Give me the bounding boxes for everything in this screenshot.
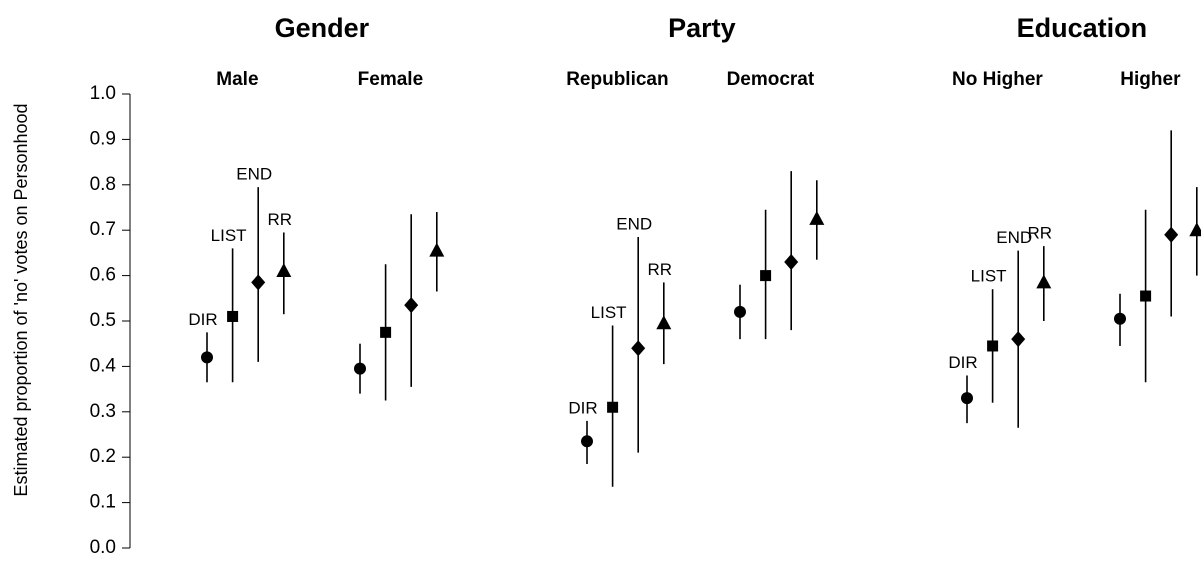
group-title: Education — [1017, 13, 1148, 43]
y-tick-label: 0.2 — [90, 446, 116, 467]
y-tick-label: 0.6 — [90, 265, 116, 286]
y-tick-label: 0.8 — [90, 174, 116, 195]
estimator-label: LIST — [211, 226, 247, 245]
point-square — [607, 401, 619, 413]
point-circle — [961, 392, 973, 405]
category-label: Democrat — [727, 69, 815, 90]
y-tick-label: 0.1 — [90, 492, 116, 513]
estimator-label: LIST — [971, 267, 1007, 286]
point-square — [1140, 290, 1152, 302]
point-square — [380, 326, 392, 338]
estimator-label: END — [236, 165, 272, 184]
point-square — [227, 310, 239, 322]
y-tick-label: 0.4 — [90, 355, 117, 376]
point-triangle — [656, 315, 672, 330]
estimator-label: DIR — [188, 310, 217, 329]
category-label: No Higher — [952, 69, 1043, 90]
estimator-label: RR — [648, 260, 673, 279]
point-triangle — [429, 242, 445, 257]
point-circle — [734, 305, 746, 318]
point-triangle — [809, 210, 825, 225]
estimator-label: LIST — [591, 303, 627, 322]
point-diamond — [1164, 226, 1179, 243]
group-title: Gender — [275, 13, 370, 43]
y-axis-title: Estimated proportion of 'no' votes on Pe… — [11, 103, 31, 496]
category-label: Republican — [566, 69, 668, 90]
point-diamond — [1011, 331, 1026, 348]
point-diamond — [251, 274, 266, 291]
y-tick-label: 0.5 — [90, 310, 116, 331]
point-square — [760, 270, 772, 282]
point-square — [987, 340, 999, 352]
y-tick-label: 0.3 — [90, 401, 116, 422]
point-triangle — [1036, 274, 1052, 289]
estimator-label: RR — [268, 210, 293, 229]
y-tick-label: 0.0 — [90, 537, 116, 558]
estimator-label: END — [996, 228, 1032, 247]
estimator-label: RR — [1028, 224, 1053, 243]
y-tick-label: 0.7 — [90, 219, 116, 240]
estimator-label: END — [616, 214, 652, 233]
point-circle — [201, 351, 213, 364]
estimator-label: DIR — [568, 398, 597, 417]
point-circle — [1114, 312, 1126, 325]
point-circle — [581, 435, 593, 448]
point-diamond — [404, 297, 419, 314]
point-diamond — [631, 340, 646, 357]
estimator-label: DIR — [948, 353, 977, 372]
y-tick-label: 0.9 — [90, 128, 116, 149]
point-triangle — [276, 263, 292, 278]
point-diamond — [784, 253, 799, 270]
point-triangle — [1189, 222, 1201, 237]
category-label: Higher — [1120, 69, 1181, 90]
category-label: Female — [358, 69, 423, 90]
group-title: Party — [668, 13, 736, 43]
category-label: Male — [216, 69, 258, 90]
y-tick-label: 1.0 — [90, 83, 116, 104]
point-circle — [354, 362, 366, 375]
